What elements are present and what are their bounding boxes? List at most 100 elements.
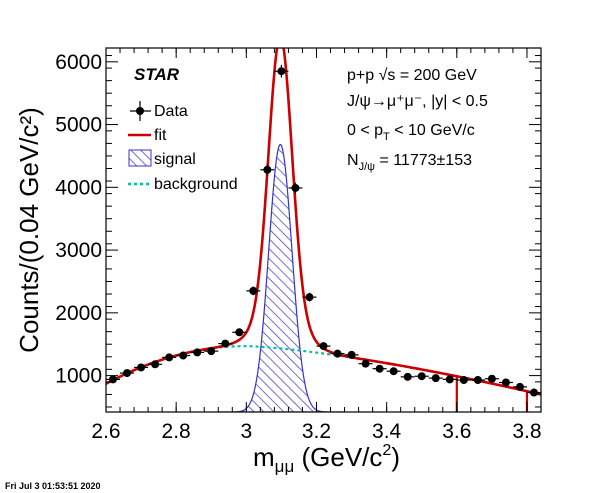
y-tick-label: 6000 — [55, 51, 102, 74]
x-tick-label: 2.6 — [91, 420, 120, 443]
data-point — [134, 363, 149, 372]
data-point-marker — [263, 165, 272, 174]
y-tick-label: 2000 — [55, 302, 102, 325]
plot-frame — [105, 47, 542, 413]
legend-data-label: Data — [154, 103, 188, 120]
data-point — [302, 292, 317, 302]
data-point-marker — [165, 353, 174, 362]
data-point — [526, 388, 541, 397]
y-axis-ticks: 1000 2000 3000 4000 5000 6000 — [55, 51, 541, 408]
legend-data-marker — [130, 101, 151, 121]
data-point — [148, 360, 163, 369]
plot-area: 2.6 2.8 3 3.2 3.4 3.6 3.8 1000 2000 3000 4000 5000… — [55, 47, 542, 443]
data-point-marker — [179, 351, 188, 360]
data-point-marker — [291, 183, 300, 192]
info-line-2: J/ψ→μ⁺μ⁻, |y| < 0.5 — [347, 93, 488, 110]
legend-fit-label: fit — [154, 127, 167, 144]
data-point-marker — [459, 375, 468, 384]
x-tick-label: 2.8 — [162, 420, 191, 443]
data-point — [386, 367, 401, 376]
y-tick-label: 4000 — [55, 176, 102, 199]
legend-signal-label: signal — [154, 151, 196, 168]
x-axis-label: mμμ (GeV/c2) — [253, 442, 400, 476]
data-point — [288, 182, 303, 194]
data-point-marker — [515, 382, 524, 391]
data-point — [176, 351, 191, 360]
data-point-marker — [473, 375, 482, 384]
fit-curve — [106, 48, 541, 396]
data-point-marker — [123, 369, 132, 378]
data-point — [344, 350, 359, 359]
info-line-1: p+p √s = 200 GeV — [347, 67, 477, 84]
x-tick-label: 3.4 — [372, 420, 402, 443]
data-point-marker — [235, 328, 244, 337]
y-tick-label: 3000 — [55, 239, 102, 262]
x-tick-label: 3 — [240, 420, 252, 443]
data-point-marker — [403, 372, 412, 381]
data-point-marker — [193, 348, 202, 357]
data-point — [218, 339, 233, 348]
info-box: p+p √s = 200 GeV J/ψ→μ⁺μ⁻, |y| < 0.5 0 <… — [347, 67, 488, 173]
data-point-marker — [487, 374, 496, 383]
background-layer — [106, 344, 541, 396]
data-point-marker — [221, 339, 230, 348]
timestamp: Fri Jul 3 01:53:51 2020 — [5, 481, 101, 491]
x-tick-label: 3.8 — [512, 420, 541, 443]
data-point — [414, 372, 429, 381]
data-point — [162, 353, 177, 362]
data-point-marker — [319, 342, 328, 351]
data-point-marker — [529, 388, 538, 397]
data-point — [330, 349, 345, 358]
data-point — [232, 328, 247, 337]
star-label: STAR — [134, 65, 180, 84]
info-line-4: NJ/ψ = 11773±153 — [347, 152, 472, 173]
data-point-marker — [375, 364, 384, 373]
data-point — [456, 375, 471, 384]
legend-background-label: background — [154, 176, 238, 193]
data-point-marker — [417, 372, 426, 381]
data-point — [484, 374, 499, 383]
data-point — [246, 286, 261, 296]
data-point-marker — [431, 374, 440, 383]
data-point — [316, 342, 331, 351]
data-point-marker — [137, 363, 146, 372]
data-point — [442, 375, 457, 384]
data-point-marker — [249, 286, 258, 295]
data-point-marker — [501, 378, 510, 387]
data-point-marker — [207, 347, 216, 356]
data-point — [120, 369, 135, 378]
data-point — [106, 375, 121, 384]
data-point — [400, 372, 415, 381]
data-point — [260, 164, 275, 176]
legend: Data fit signal background — [128, 101, 238, 193]
y-axis-title: Counts/(0.04 GeV/c²) — [14, 107, 44, 353]
data-point — [428, 374, 443, 383]
background-curve — [106, 344, 541, 396]
data-point-marker — [361, 359, 370, 368]
info-line-3: 0 < pT < 10 GeV/c — [347, 122, 475, 143]
data-point-marker — [347, 350, 356, 359]
data-point — [372, 364, 387, 373]
y-tick-label: 5000 — [55, 114, 102, 137]
data-point-marker — [277, 67, 286, 76]
data-point — [470, 375, 485, 384]
x-tick-label: 3.6 — [442, 420, 471, 443]
data-point — [204, 347, 219, 356]
data-point — [498, 378, 513, 387]
data-point-marker — [445, 375, 454, 384]
data-layer — [106, 64, 541, 397]
y-tick-label: 1000 — [55, 365, 102, 388]
data-point — [274, 64, 289, 78]
data-point — [512, 382, 527, 391]
data-point-marker — [151, 360, 160, 369]
data-point-marker — [305, 293, 314, 302]
legend-signal-swatch — [128, 149, 152, 167]
x-tick-label: 3.2 — [302, 420, 331, 443]
y-axis-label: Counts/(0.04 GeV/c²) — [14, 107, 44, 353]
x-axis-ticks: 2.6 2.8 3 3.2 3.4 3.6 3.8 — [91, 48, 542, 443]
data-point-marker — [109, 375, 118, 384]
data-point-marker — [389, 367, 398, 376]
data-point — [190, 348, 205, 357]
data-point — [358, 359, 373, 368]
